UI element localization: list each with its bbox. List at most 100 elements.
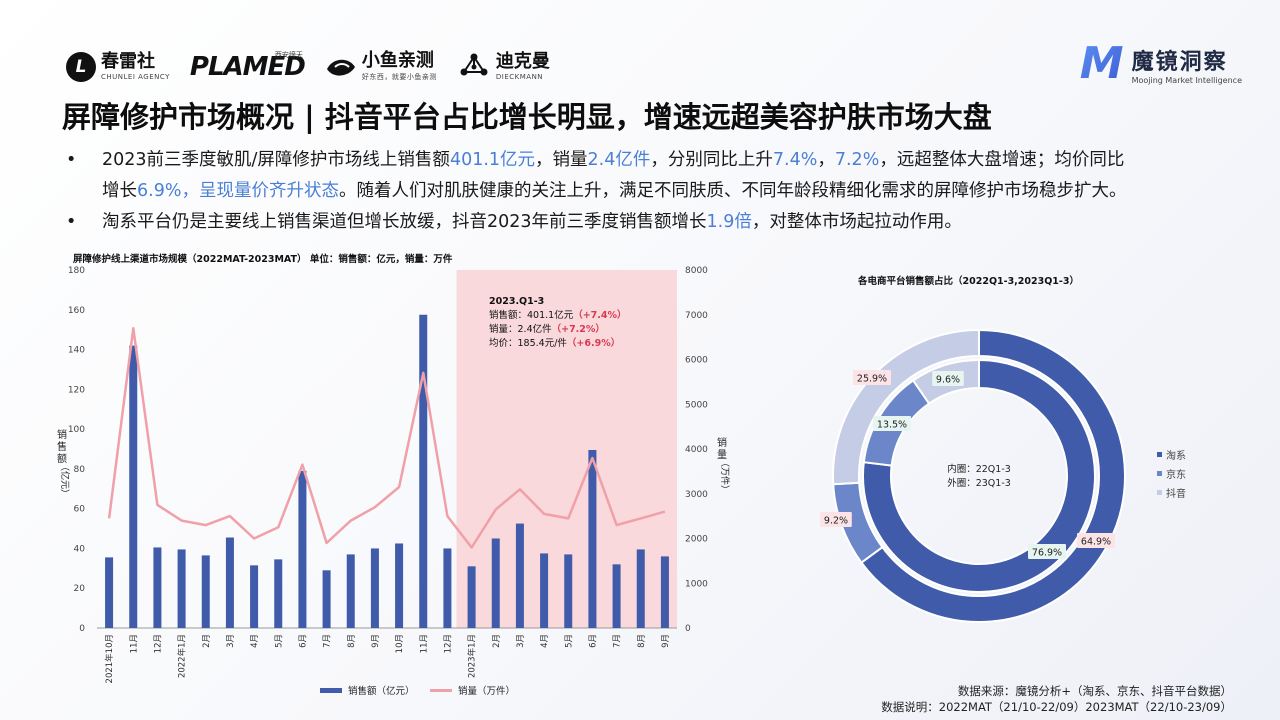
brand-sub: Moojing Market Intelligence	[1131, 75, 1242, 85]
y-right-tick-label: 6000	[685, 356, 708, 366]
logo-sub: DIECKMANN	[495, 73, 544, 81]
logo-sub: 西安缔天	[274, 51, 303, 59]
x-tick-label: 7月	[323, 634, 333, 648]
x-tick-label: 8月	[637, 634, 647, 648]
text-segment: 2023前三季度敏肌/屏障修护市场线上销售额	[102, 150, 450, 170]
donut-label-bg	[1077, 533, 1115, 548]
text-segment: ，	[817, 150, 835, 170]
x-tick-label: 4月	[250, 634, 260, 648]
x-tick-label: 6月	[588, 634, 598, 648]
donut-label-bg	[1028, 544, 1066, 559]
line-volume	[107, 326, 666, 549]
bar-sales	[443, 548, 452, 628]
x-tick-label: 6月	[298, 634, 308, 648]
text-segment: ，远超整体大盘增速；均价同比	[879, 150, 1125, 170]
bar-sales	[467, 566, 476, 628]
bar-sales	[322, 570, 331, 628]
y-left-tick-label: 0	[79, 624, 85, 634]
annotation-line: 均价：185.4元/件（+6.9%）	[489, 337, 620, 349]
bar-sales	[395, 543, 404, 628]
annotation-line: 销量：2.4亿件（+7.2%）	[489, 323, 605, 335]
legend-label-volume: 销量（万件）	[458, 685, 515, 697]
bar-sales	[177, 549, 186, 628]
y-right-tick-label: 0	[685, 624, 691, 634]
source-line: 数据说明：2022MAT（21/10-22/09）2023MAT（22/10-2…	[881, 700, 1232, 714]
donut-slice	[862, 358, 1096, 593]
x-tick-label: 2月	[202, 634, 212, 648]
donut-slice-label: 25.9%	[857, 374, 887, 385]
fish-logo-icon	[326, 59, 355, 76]
moojing-logo-icon: M	[1079, 38, 1124, 89]
x-tick-label: 2023年1月	[467, 634, 478, 678]
highlight-value: 7.2%	[834, 150, 880, 170]
x-tick-label: 2021年10月	[104, 634, 115, 683]
x-tick-label: 3月	[516, 634, 526, 648]
legend-label-sales: 销售额（亿元）	[348, 685, 415, 697]
bar-sales	[250, 565, 259, 628]
legend-swatch-volume	[430, 689, 452, 692]
bullet-list: • 2023前三季度敏肌/屏障修护市场线上销售额401.1亿元，销量2.4亿件，…	[66, 145, 1216, 238]
y-left-tick-label: 160	[68, 306, 85, 316]
bullet-text: 2023前三季度敏肌/屏障修护市场线上销售额401.1亿元，销量2.4亿件，分别…	[102, 145, 1126, 207]
bullet-item: • 2023前三季度敏肌/屏障修护市场线上销售额401.1亿元，销量2.4亿件，…	[66, 145, 1216, 207]
y-right-axis-unit: （万件）	[719, 458, 731, 494]
donut-legend-label: 抖音	[1166, 487, 1186, 500]
bar-sales	[515, 523, 524, 628]
text-segment: ，分别同比上升	[650, 150, 773, 170]
y-left-axis-title: 销售额	[57, 428, 67, 465]
y-left-tick-label: 180	[68, 266, 85, 276]
y-right-tick-label: 3000	[685, 490, 708, 500]
chunlei-logo-icon: L	[66, 52, 96, 82]
bar-sales	[346, 554, 355, 628]
bar-sales	[129, 345, 138, 628]
x-tick-label: 5月	[274, 634, 284, 648]
bar-sales	[105, 557, 114, 628]
logo-sub: CHUNLEI AGENCY	[101, 73, 170, 81]
donut-legend-label: 京东	[1166, 468, 1186, 481]
bar-sales	[274, 559, 283, 628]
donut-slice-label: 9.2%	[824, 516, 848, 527]
bar-sales	[660, 556, 669, 628]
annotation-title: 2023.Q1-3	[489, 296, 544, 307]
data-source-note: 数据来源：魔镜分析+（淘系、京东、抖音平台数据） 数据说明：2022MAT（21…	[881, 683, 1232, 715]
y-right-tick-label: 2000	[685, 535, 708, 545]
highlight-value: 7.4%	[772, 150, 818, 170]
donut-legend-label: 淘系	[1166, 449, 1186, 462]
brand-name: 魔镜洞察	[1131, 49, 1228, 75]
donut-chart-title: 各电商平台销售额占比（2022Q1-3,2023Q1-3）	[858, 276, 1079, 287]
text-segment: 增长	[102, 181, 137, 201]
bar-sales	[636, 549, 645, 628]
x-tick-label: 10月	[395, 634, 405, 653]
x-tick-label: 11月	[129, 634, 139, 653]
donut-slice-label: 9.6%	[936, 375, 960, 386]
y-right-tick-label: 8000	[685, 266, 708, 276]
bar-sales	[491, 538, 500, 628]
bar-sales	[153, 547, 162, 628]
x-tick-label: 5月	[564, 634, 574, 648]
x-tick-label: 2022年1月	[177, 634, 188, 678]
annotation-line: 销售额：401.1亿元（+7.4%）	[489, 309, 627, 321]
x-tick-label: 12月	[153, 634, 163, 653]
text-segment: 。随着人们对肌肤健康的关注上升，满足不同肤质、不同年龄段精细化需求的屏障修护市场…	[338, 181, 1127, 201]
highlight-value: 1.9倍	[706, 212, 752, 232]
donut-label-bg	[853, 370, 891, 385]
logo-dieckmann: 迪克曼 DIECKMANN	[457, 52, 550, 82]
y-right-tick-label: 4000	[685, 445, 708, 455]
y-left-tick-label: 80	[74, 465, 86, 475]
donut-center-label: 内圈：22Q1-3	[947, 463, 1011, 475]
logo-name: 小鱼亲测	[361, 50, 434, 71]
x-tick-label: 9月	[661, 634, 671, 648]
bar-sales	[540, 553, 549, 628]
donut-slice-label: 13.5%	[877, 420, 907, 431]
bullet-text: 淘系平台仍是主要线上销售渠道但增长放缓，抖音2023年前三季度销售额增长1.9倍…	[102, 207, 962, 238]
brand-logo: M 魔镜洞察 Moojing Market Intelligence	[1080, 42, 1242, 86]
y-right-tick-label: 5000	[685, 400, 708, 410]
bar-sales	[612, 564, 621, 628]
highlight-value: 401.1亿元	[449, 150, 536, 170]
bullet-dot: •	[66, 212, 77, 232]
y-right-axis-title: 销量	[717, 436, 727, 461]
x-tick-label: 2月	[492, 634, 502, 648]
donut-legend-swatch	[1157, 490, 1162, 495]
text-segment: ，对整体市场起拉动作用。	[751, 212, 962, 232]
